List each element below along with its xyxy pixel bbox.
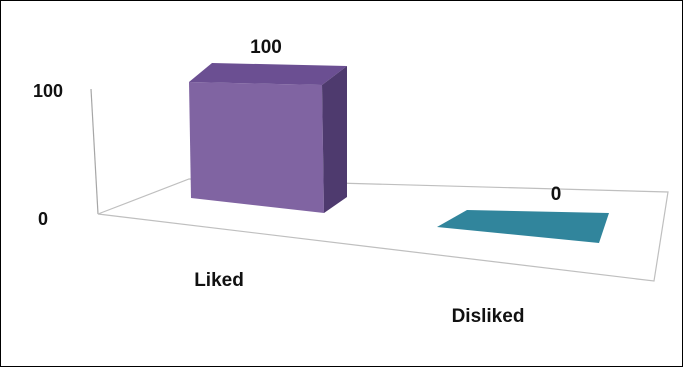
chart-floor xyxy=(97,178,669,282)
y-tick-label-100: 100 xyxy=(33,81,63,101)
bars-group: 100 0 xyxy=(189,37,609,243)
bar-front-liked xyxy=(189,82,324,213)
category-label-disliked: Disliked xyxy=(452,306,525,327)
bar-top-liked xyxy=(189,63,347,85)
category-label-liked: Liked xyxy=(194,270,244,291)
data-label-liked: 100 xyxy=(250,37,282,58)
bar-side-liked xyxy=(322,66,347,213)
data-label-disliked: 0 xyxy=(551,184,562,205)
y-tick-label-0: 0 xyxy=(38,209,48,229)
y-axis-line xyxy=(90,88,99,215)
bar-flat-disliked xyxy=(437,210,609,243)
